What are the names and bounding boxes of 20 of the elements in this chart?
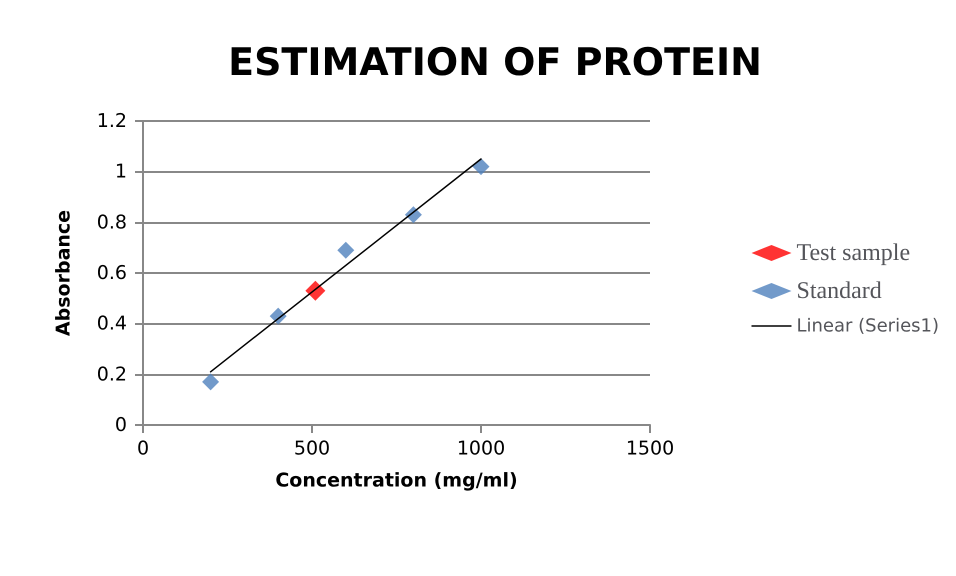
y-tick-label: 0.8 bbox=[96, 211, 127, 234]
legend-label: Test sample bbox=[796, 240, 910, 266]
x-tick-label: 0 bbox=[136, 438, 150, 460]
x-tick-label: 1000 bbox=[456, 438, 506, 460]
x-tick-label: 500 bbox=[294, 438, 330, 460]
y-tick-label: 1 bbox=[114, 160, 127, 183]
legend-label: Linear (Series1) bbox=[796, 316, 939, 336]
point bbox=[337, 242, 354, 259]
y-tick-label: 0 bbox=[114, 414, 127, 436]
point bbox=[202, 373, 220, 390]
y-tick-label: 0.2 bbox=[96, 363, 127, 386]
legend-label: Standard bbox=[796, 278, 882, 304]
y-tick-label: 0.4 bbox=[96, 312, 127, 335]
y-tick-label: 1.2 bbox=[96, 110, 127, 132]
x-tick-label: 1500 bbox=[626, 438, 674, 460]
chart-title: ESTIMATION OF PROTEIN bbox=[228, 40, 762, 84]
y-tick-label: 0.6 bbox=[96, 262, 127, 284]
y-axis-title: Absorbance bbox=[52, 210, 74, 336]
point bbox=[472, 158, 490, 176]
x-axis-title: Concentration (mg/ml) bbox=[275, 470, 518, 492]
